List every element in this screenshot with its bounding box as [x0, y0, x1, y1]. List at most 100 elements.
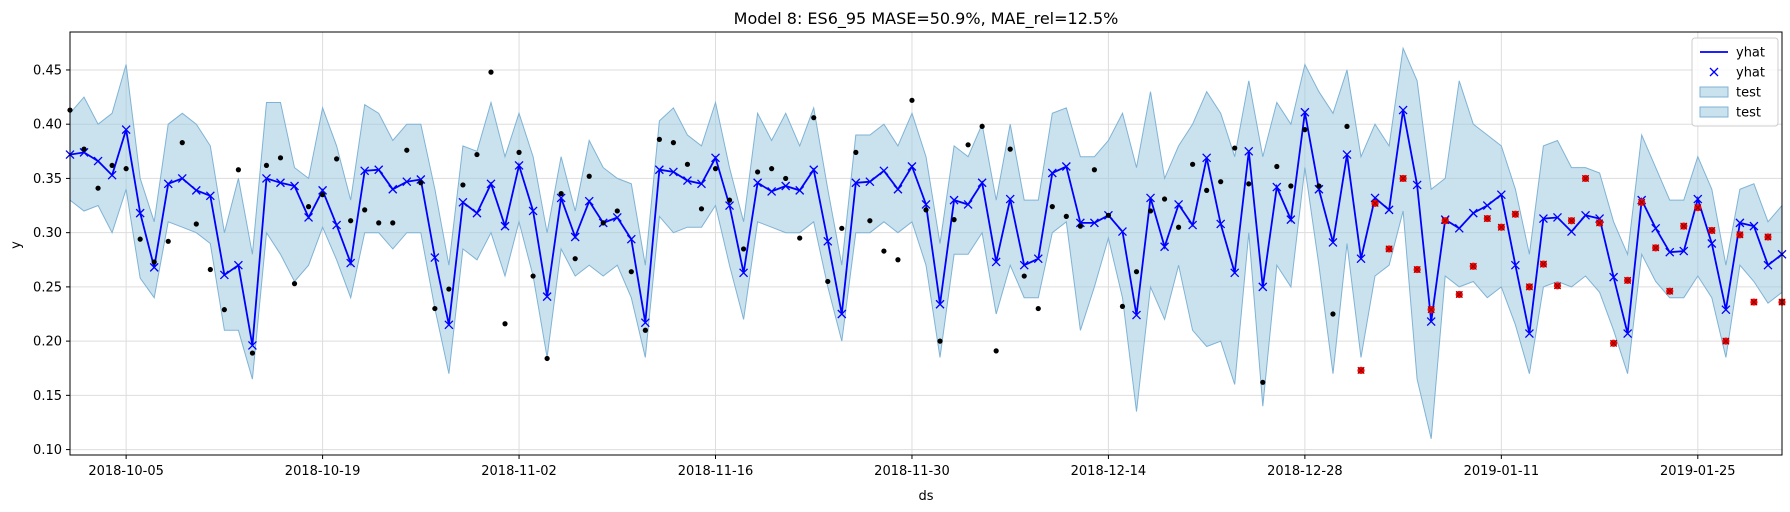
forecast-marker: [654, 165, 664, 175]
train-point: [1161, 196, 1168, 202]
train-point: [334, 156, 340, 162]
forecast-marker: [149, 262, 159, 272]
test-point-cross: [1497, 223, 1505, 231]
train-point: [600, 220, 606, 226]
train-point: [1288, 183, 1294, 189]
forecast-marker: [205, 191, 215, 201]
test-point-cross: [1581, 174, 1590, 183]
forecast-marker: [219, 270, 229, 280]
train-point: [993, 348, 999, 354]
train-point: [179, 140, 185, 146]
forecast-marker: [1749, 221, 1759, 231]
forecast-marker: [261, 173, 271, 183]
forecast-marker: [739, 268, 749, 278]
forecast-marker: [584, 196, 594, 206]
forecast-marker: [500, 221, 510, 231]
test-point-cross: [1624, 276, 1632, 284]
x-tick-label: 2018-10-05: [88, 464, 164, 479]
forecast-marker: [430, 253, 440, 263]
forecast-marker: [276, 178, 285, 188]
train-point: [1147, 208, 1154, 214]
forecast-marker: [865, 177, 875, 187]
forecast-marker: [781, 181, 791, 191]
forecast-marker: [1188, 220, 1198, 230]
forecast-marker: [963, 199, 973, 209]
forecast-marker: [1089, 218, 1099, 228]
train-point: [614, 208, 620, 214]
train-point: [460, 182, 466, 188]
y-tick-label: 0.15: [33, 389, 62, 404]
forecast-marker: [1398, 105, 1408, 115]
train-point: [502, 321, 508, 327]
train-point: [909, 97, 915, 103]
forecast-marker: [1286, 215, 1296, 225]
forecast-marker: [1061, 162, 1071, 171]
forecast-marker: [191, 185, 201, 195]
test-point-cross: [1722, 337, 1730, 345]
train-point: [825, 278, 831, 285]
forecast-marker: [1356, 254, 1366, 264]
forecast-marker: [458, 197, 468, 207]
forecast-marker: [472, 208, 482, 218]
train-point: [530, 273, 536, 279]
x-tick-label: 2018-11-16: [678, 464, 754, 479]
train-point: [1204, 187, 1210, 193]
test-point-cross: [1553, 282, 1562, 290]
train-point: [895, 257, 901, 263]
test-point-cross: [1427, 306, 1435, 314]
chart-title: Model 8: ES6_95 MASE=50.9%, MAE_rel=12.5…: [734, 9, 1119, 29]
train-point: [404, 147, 410, 153]
forecast-marker: [1146, 193, 1155, 203]
forecast-marker: [318, 185, 328, 195]
test-point-cross: [1511, 210, 1519, 218]
train-point: [769, 166, 775, 172]
forecast-marker: [1454, 223, 1464, 233]
train-point: [207, 266, 213, 273]
forecast-marker: [1567, 227, 1576, 237]
forecast-marker: [837, 309, 847, 319]
forecast-marker: [809, 165, 819, 175]
legend-box: [1691, 37, 1779, 127]
forecast-marker: [879, 166, 889, 176]
x-tick-label: 2018-12-14: [1071, 464, 1147, 479]
forecast-marker: [416, 175, 426, 184]
train-point: [474, 151, 480, 158]
x-tick-label: 2018-11-02: [481, 464, 557, 479]
train-point: [1035, 305, 1041, 312]
forecast-marker: [893, 184, 903, 194]
train-point: [95, 185, 101, 191]
legend: yhat yhat test test: [1691, 37, 1779, 127]
train-point: [558, 191, 564, 197]
train-point: [249, 350, 256, 356]
forecast-marker: [977, 178, 987, 188]
train-point: [319, 192, 326, 198]
train-point: [1232, 145, 1238, 151]
train-point: [151, 259, 157, 265]
forecast-marker: [514, 160, 524, 170]
legend-label: yhat: [1736, 66, 1765, 81]
forecast-marker: [668, 167, 678, 177]
forecast-marker: [682, 176, 692, 186]
forecast-marker: [1174, 199, 1184, 209]
train-point: [1105, 212, 1112, 218]
y-tick-label: 0.35: [33, 172, 62, 187]
x-axis-ticks: 2018-10-05 2018-10-19 2018-11-02 2018-11-16…: [88, 455, 1736, 479]
test-point-cross: [1680, 222, 1688, 230]
train-point: [277, 155, 284, 161]
train-point: [1218, 179, 1224, 185]
forecast-marker: [1019, 260, 1029, 270]
forecast-marker: [290, 181, 299, 191]
train-point: [1302, 127, 1308, 133]
test-point-cross: [1652, 244, 1660, 252]
x-tick-label: 2019-01-25: [1660, 464, 1736, 479]
forecast-marker: [991, 257, 1001, 267]
train-point: [979, 123, 985, 129]
forecast-marker: [247, 340, 257, 350]
forecast-marker: [1468, 208, 1478, 218]
forecast-marker: [1665, 247, 1675, 257]
forecast-marker: [753, 178, 763, 188]
test-point-cross: [1539, 260, 1548, 268]
forecast-marker: [1328, 237, 1338, 247]
test-point-cross: [1483, 214, 1491, 223]
